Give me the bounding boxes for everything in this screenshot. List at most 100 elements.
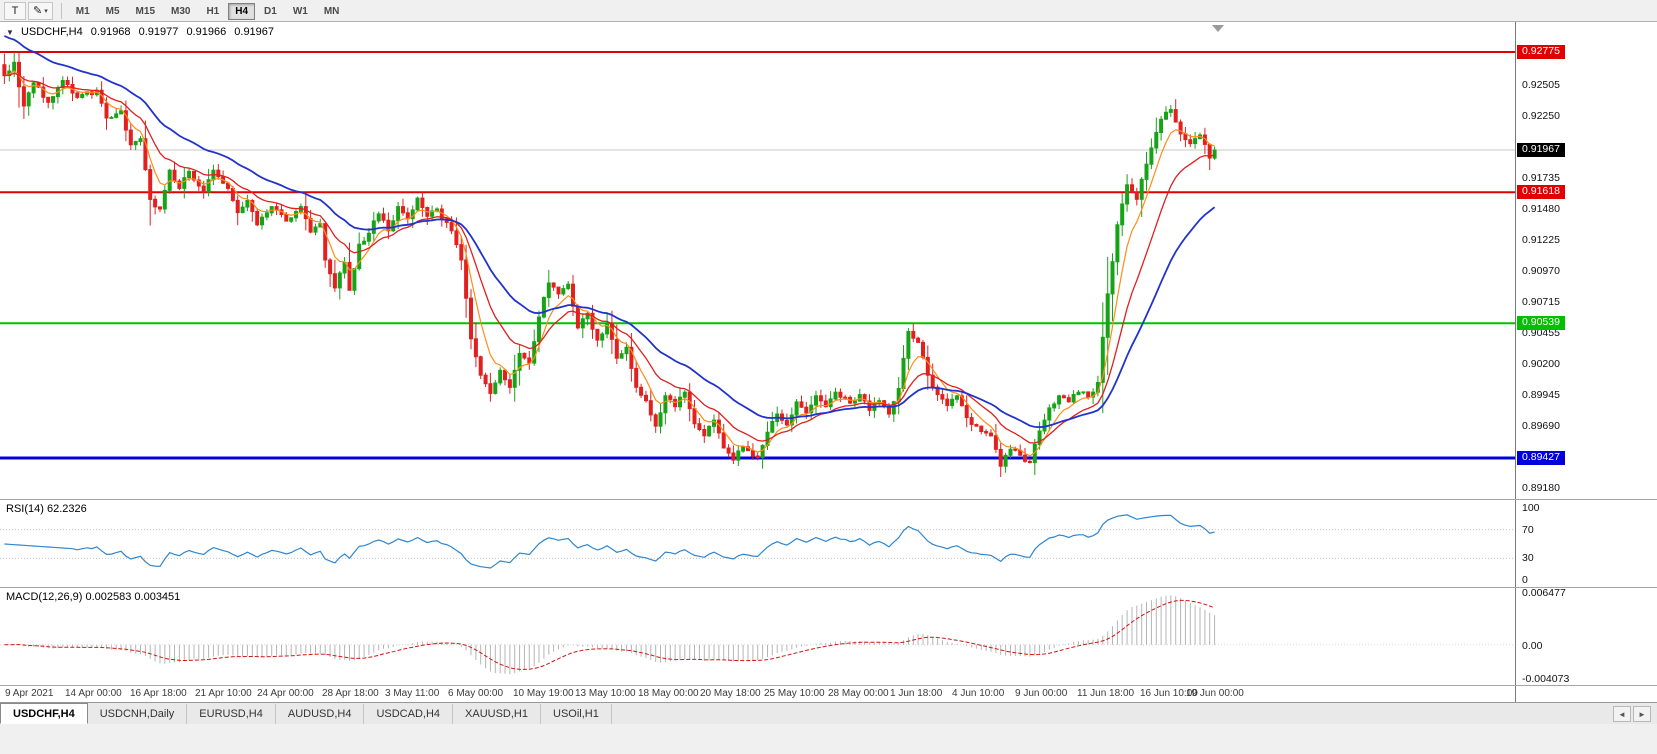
main-price-chart[interactable]: [0, 22, 1515, 500]
time-tick-label: 20 May 18:00: [700, 688, 761, 699]
draw-tools-button[interactable]: ✎ ▾: [28, 1, 53, 20]
time-tick-label: 25 May 10:00: [764, 688, 825, 699]
macd-level-label: 0.00: [1522, 640, 1543, 652]
timeframe-button-w1[interactable]: W1: [286, 3, 315, 20]
candles-layer: [2, 51, 1217, 477]
timeframe-button-h1[interactable]: H1: [199, 3, 226, 20]
timeframe-button-h4[interactable]: H4: [228, 3, 256, 20]
hline-price-badge: 0.90539: [1517, 316, 1565, 330]
tab-scroll-controls: ◄ ►: [1613, 706, 1657, 724]
chart-type-label: T: [11, 4, 19, 17]
timeframe-button-d1[interactable]: D1: [257, 3, 284, 20]
tab-eurusd-h4[interactable]: EURUSD,H4: [187, 704, 276, 724]
time-tick-label: 1 Jun 18:00: [890, 688, 943, 699]
price-tick-label: 0.90970: [1522, 265, 1560, 277]
time-tick-label: 16 Apr 18:00: [130, 688, 187, 699]
time-tick-label: 28 Apr 18:00: [322, 688, 379, 699]
ohlc-low: 0.91966: [186, 26, 227, 38]
price-tick-label: 0.91735: [1522, 172, 1560, 184]
macd-signal-line: [4, 599, 1215, 670]
moving-averages-layer: [4, 35, 1216, 457]
price-tick-label: 0.91225: [1522, 234, 1560, 246]
chart-area[interactable]: ▼ USDCHF,H4 0.91968 0.91977 0.91966 0.91…: [0, 22, 1515, 702]
tab-usoil-h1[interactable]: USOil,H1: [541, 704, 612, 724]
chart-type-button[interactable]: T: [4, 1, 26, 20]
rsi-level-label: 100: [1522, 502, 1540, 514]
time-tick-label: 24 Apr 00:00: [257, 688, 314, 699]
ohlc-open: 0.91968: [90, 26, 131, 38]
price-tick-label: 0.89180: [1522, 482, 1560, 494]
price-tick-label: 0.91480: [1522, 203, 1560, 215]
time-tick-label: 11 Jun 18:00: [1077, 688, 1135, 699]
time-tick-label: 13 May 10:00: [575, 688, 636, 699]
tab-xauusd-h1[interactable]: XAUUSD,H1: [453, 704, 541, 724]
tab-usdcnh-daily[interactable]: USDCNH,Daily: [88, 704, 188, 724]
chart-ohlc-header: ▼ USDCHF,H4 0.91968 0.91977 0.91966 0.91…: [6, 26, 279, 38]
chart-tabs-bar: USDCHF,H4 USDCNH,Daily EURUSD,H4 AUDUSD,H4 U…: [0, 702, 1657, 724]
rsi-indicator-title: RSI(14) 62.2326: [6, 503, 87, 515]
price-tick-label: 0.90715: [1522, 296, 1560, 308]
chevron-down-icon: ▾: [44, 7, 48, 15]
ma-slow-blue: [4, 35, 1216, 429]
ma-fast-orange: [4, 70, 1215, 457]
current-price-badge: 0.91967: [1517, 143, 1565, 157]
rsi-level-label: 70: [1522, 524, 1534, 536]
time-tick-label: 10 May 19:00: [513, 688, 574, 699]
price-tick-label: 0.89690: [1522, 420, 1560, 432]
macd-level-label: 0.006477: [1522, 587, 1566, 599]
hline-price-badge: 0.92775: [1517, 45, 1565, 59]
price-tick-label: 0.89945: [1522, 389, 1560, 401]
price-tick-label: 0.90455: [1522, 327, 1560, 339]
ohlc-high: 0.91977: [138, 26, 179, 38]
hline-price-badge: 0.89427: [1517, 451, 1565, 465]
rsi-level-label: 30: [1522, 552, 1534, 564]
chart-tabs: USDCHF,H4 USDCNH,Daily EURUSD,H4 AUDUSD,H4 U…: [0, 703, 612, 724]
price-tick-label: 0.92505: [1522, 79, 1560, 91]
pencil-icon: ✎: [33, 5, 43, 17]
time-tick-label: 14 Apr 00:00: [65, 688, 122, 699]
price-tick-label: 0.92250: [1522, 110, 1560, 122]
window-background: [0, 724, 1657, 754]
tab-scroll-left-button[interactable]: ◄: [1613, 706, 1631, 722]
chart-shift-marker[interactable]: [1212, 25, 1224, 32]
horizontal-lines-layer[interactable]: [0, 51, 1515, 460]
timeframe-button-m30[interactable]: M30: [164, 3, 197, 20]
toolbar-separator: [60, 2, 62, 19]
macd-indicator-chart[interactable]: [0, 588, 1515, 686]
tab-usdchf-h4[interactable]: USDCHF,H4: [0, 703, 88, 724]
hline-price-badge: 0.91618: [1517, 185, 1565, 199]
timeframe-button-mn[interactable]: MN: [317, 3, 347, 20]
time-tick-label: 9 Jun 00:00: [1015, 688, 1068, 699]
rsi-indicator-chart[interactable]: [0, 500, 1515, 588]
timeframe-button-m5[interactable]: M5: [99, 3, 127, 20]
macd-indicator-title: MACD(12,26,9) 0.002583 0.003451: [6, 591, 181, 603]
toolbar: T ✎ ▾ M1 M5 M15 M30 H1 H4 D1 W1 MN: [0, 0, 1657, 22]
time-tick-label: 18 May 00:00: [638, 688, 699, 699]
tab-usdcad-h4[interactable]: USDCAD,H4: [364, 704, 454, 724]
macd-level-label: -0.004073: [1522, 673, 1570, 685]
rsi-level-label: 0: [1522, 574, 1528, 586]
macd-histogram: [8, 595, 1216, 675]
chart-symbol-label: USDCHF,H4: [20, 26, 83, 38]
price-axis[interactable]: 0.92505 0.92250 0.91735 0.91480 0.91225 0.909…: [1515, 22, 1657, 702]
panel-separator[interactable]: [0, 587, 1657, 588]
left-arrow-icon: ◄: [1618, 709, 1626, 719]
price-tick-label: 0.90200: [1522, 358, 1560, 370]
timeframe-button-m15[interactable]: M15: [129, 3, 162, 20]
tab-scroll-right-button[interactable]: ►: [1633, 706, 1651, 722]
time-tick-label: 6 May 00:00: [448, 688, 504, 699]
time-tick-label: 16 Jun 10:00: [1140, 688, 1198, 699]
panel-separator[interactable]: [0, 499, 1657, 500]
panel-separator: [0, 685, 1657, 686]
timeframe-toolbar: M1 M5 M15 M30 H1 H4 D1 W1 MN: [68, 1, 348, 20]
tab-audusd-h4[interactable]: AUDUSD,H4: [276, 704, 365, 724]
collapse-icon[interactable]: ▼: [6, 28, 14, 37]
time-tick-label: 4 Jun 10:00: [952, 688, 1005, 699]
ohlc-close: 0.91967: [234, 26, 275, 38]
ma-medium-red: [4, 72, 1215, 444]
rsi-line: [4, 514, 1215, 569]
time-tick-label: 28 May 00:00: [828, 688, 889, 699]
time-axis[interactable]: 9 Apr 2021 14 Apr 00:00 16 Apr 18:00 21 Apr…: [0, 686, 1515, 702]
timeframe-button-m1[interactable]: M1: [69, 3, 97, 20]
